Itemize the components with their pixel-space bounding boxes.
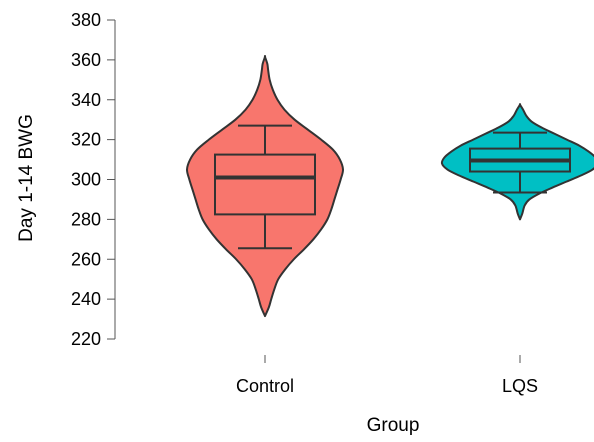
y-axis: 220 240 260 280 300 320 340 360 380	[71, 10, 116, 349]
y-tick-label: 380	[71, 10, 101, 30]
x-tick-label: LQS	[502, 376, 538, 396]
y-tick-label: 360	[71, 50, 101, 70]
y-tick-label: 240	[71, 289, 101, 309]
boxplot-lqs	[469, 131, 571, 194]
y-tick-label: 260	[71, 249, 101, 269]
x-tick-label: Control	[236, 376, 294, 396]
boxplot-control	[214, 124, 316, 250]
y-tick-label: 300	[71, 170, 101, 190]
y-tick-label: 320	[71, 130, 101, 150]
x-axis-title: Group	[367, 415, 420, 436]
violin-control	[185, 55, 345, 318]
x-axis: Control LQS	[236, 355, 538, 396]
y-tick-label: 340	[71, 90, 101, 110]
y-tick-label: 280	[71, 209, 101, 229]
violins-layer	[185, 55, 594, 318]
box-iqr	[214, 153, 316, 216]
y-tick-label: 220	[71, 329, 101, 349]
y-axis-title: Day 1-14 BWG	[16, 114, 37, 242]
boxplots-layer	[214, 124, 571, 250]
